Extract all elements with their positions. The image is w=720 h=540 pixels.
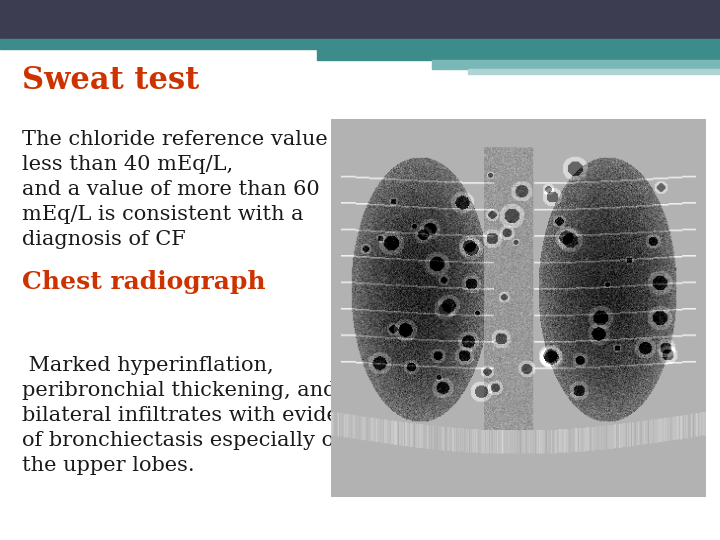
Bar	[432, 60, 720, 69]
Text: The chloride reference value is
less than 40 mEq/L,
and a value of more than 60
: The chloride reference value is less tha…	[22, 130, 351, 248]
Bar	[468, 69, 720, 74]
Bar	[0, 0, 720, 39]
Bar	[317, 39, 720, 60]
Text: Sweat test: Sweat test	[22, 65, 199, 96]
Text: Chest radiograph: Chest radiograph	[22, 270, 265, 294]
Text: Marked hyperinflation,
peribronchial thickening, and
bilateral infiltrates with : Marked hyperinflation, peribronchial thi…	[22, 356, 376, 475]
Bar	[0, 39, 720, 49]
